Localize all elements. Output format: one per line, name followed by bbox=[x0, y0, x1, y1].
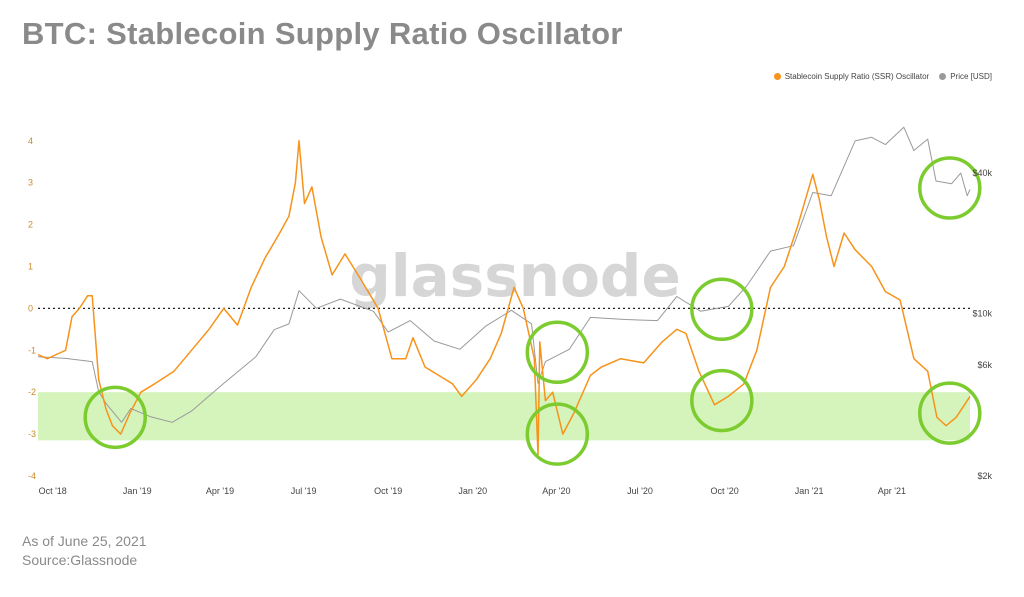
x-tick-9: Jan '21 bbox=[795, 486, 824, 496]
series-line-price bbox=[37, 126, 971, 423]
y-right-tick-0: $40k bbox=[972, 168, 992, 178]
highlight-circle-3 bbox=[690, 368, 754, 433]
x-tick-8: Oct '20 bbox=[710, 486, 738, 496]
y-left-tick-6: -2 bbox=[28, 387, 36, 397]
y-left-tick-1: 3 bbox=[28, 178, 33, 188]
y-left-tick-4: 0 bbox=[28, 303, 33, 313]
highlight-circle-4 bbox=[918, 381, 982, 445]
series-line-ssr bbox=[37, 140, 971, 456]
x-tick-6: Apr '20 bbox=[542, 486, 570, 496]
chart-footer: As of June 25, 2021 Source:Glassnode bbox=[22, 532, 147, 570]
as-of-date: As of June 25, 2021 bbox=[22, 533, 147, 549]
y-left-tick-0: 4 bbox=[28, 136, 33, 146]
y-left-tick-7: -3 bbox=[28, 429, 36, 439]
y-left-tick-8: -4 bbox=[28, 471, 36, 481]
y-left-tick-2: 2 bbox=[28, 220, 33, 230]
x-tick-7: Jul '20 bbox=[627, 486, 653, 496]
source-note: Source:Glassnode bbox=[22, 552, 138, 568]
y-left-tick-3: 1 bbox=[28, 261, 33, 271]
chart-legend: Stablecoin Supply Ratio (SSR) Oscillator… bbox=[773, 72, 992, 81]
highlight-circle-5 bbox=[525, 320, 590, 385]
legend-swatch-ssr bbox=[773, 73, 781, 80]
oversold-band bbox=[38, 392, 970, 441]
legend-label-price: Price [USD] bbox=[950, 72, 992, 81]
highlight-circle-6 bbox=[690, 277, 754, 342]
x-tick-3: Jul '19 bbox=[291, 486, 317, 496]
x-tick-2: Apr '19 bbox=[206, 486, 234, 496]
y-right-tick-3: $2k bbox=[977, 471, 992, 481]
x-tick-10: Apr '21 bbox=[878, 486, 906, 496]
legend-swatch-price bbox=[939, 73, 947, 80]
legend-label-ssr: Stablecoin Supply Ratio (SSR) Oscillator bbox=[784, 72, 930, 81]
y-right-tick-1: $10k bbox=[972, 308, 992, 318]
y-right-tick-2: $6k bbox=[977, 360, 992, 370]
highlight-circle-2 bbox=[525, 402, 590, 466]
x-tick-4: Oct '19 bbox=[374, 486, 402, 496]
x-tick-5: Jan '20 bbox=[458, 486, 487, 496]
x-tick-0: Oct '18 bbox=[39, 486, 67, 496]
watermark-text: glassnode bbox=[349, 242, 681, 310]
y-left-tick-5: -1 bbox=[28, 345, 36, 355]
chart-title: BTC: Stablecoin Supply Ratio Oscillator bbox=[22, 16, 623, 51]
legend-item-ssr[interactable]: Stablecoin Supply Ratio (SSR) Oscillator bbox=[773, 72, 930, 81]
highlight-circle-1 bbox=[83, 385, 147, 450]
x-tick-1: Jan '19 bbox=[123, 486, 152, 496]
legend-item-price[interactable]: Price [USD] bbox=[939, 72, 992, 81]
highlight-circle-7 bbox=[918, 156, 982, 220]
